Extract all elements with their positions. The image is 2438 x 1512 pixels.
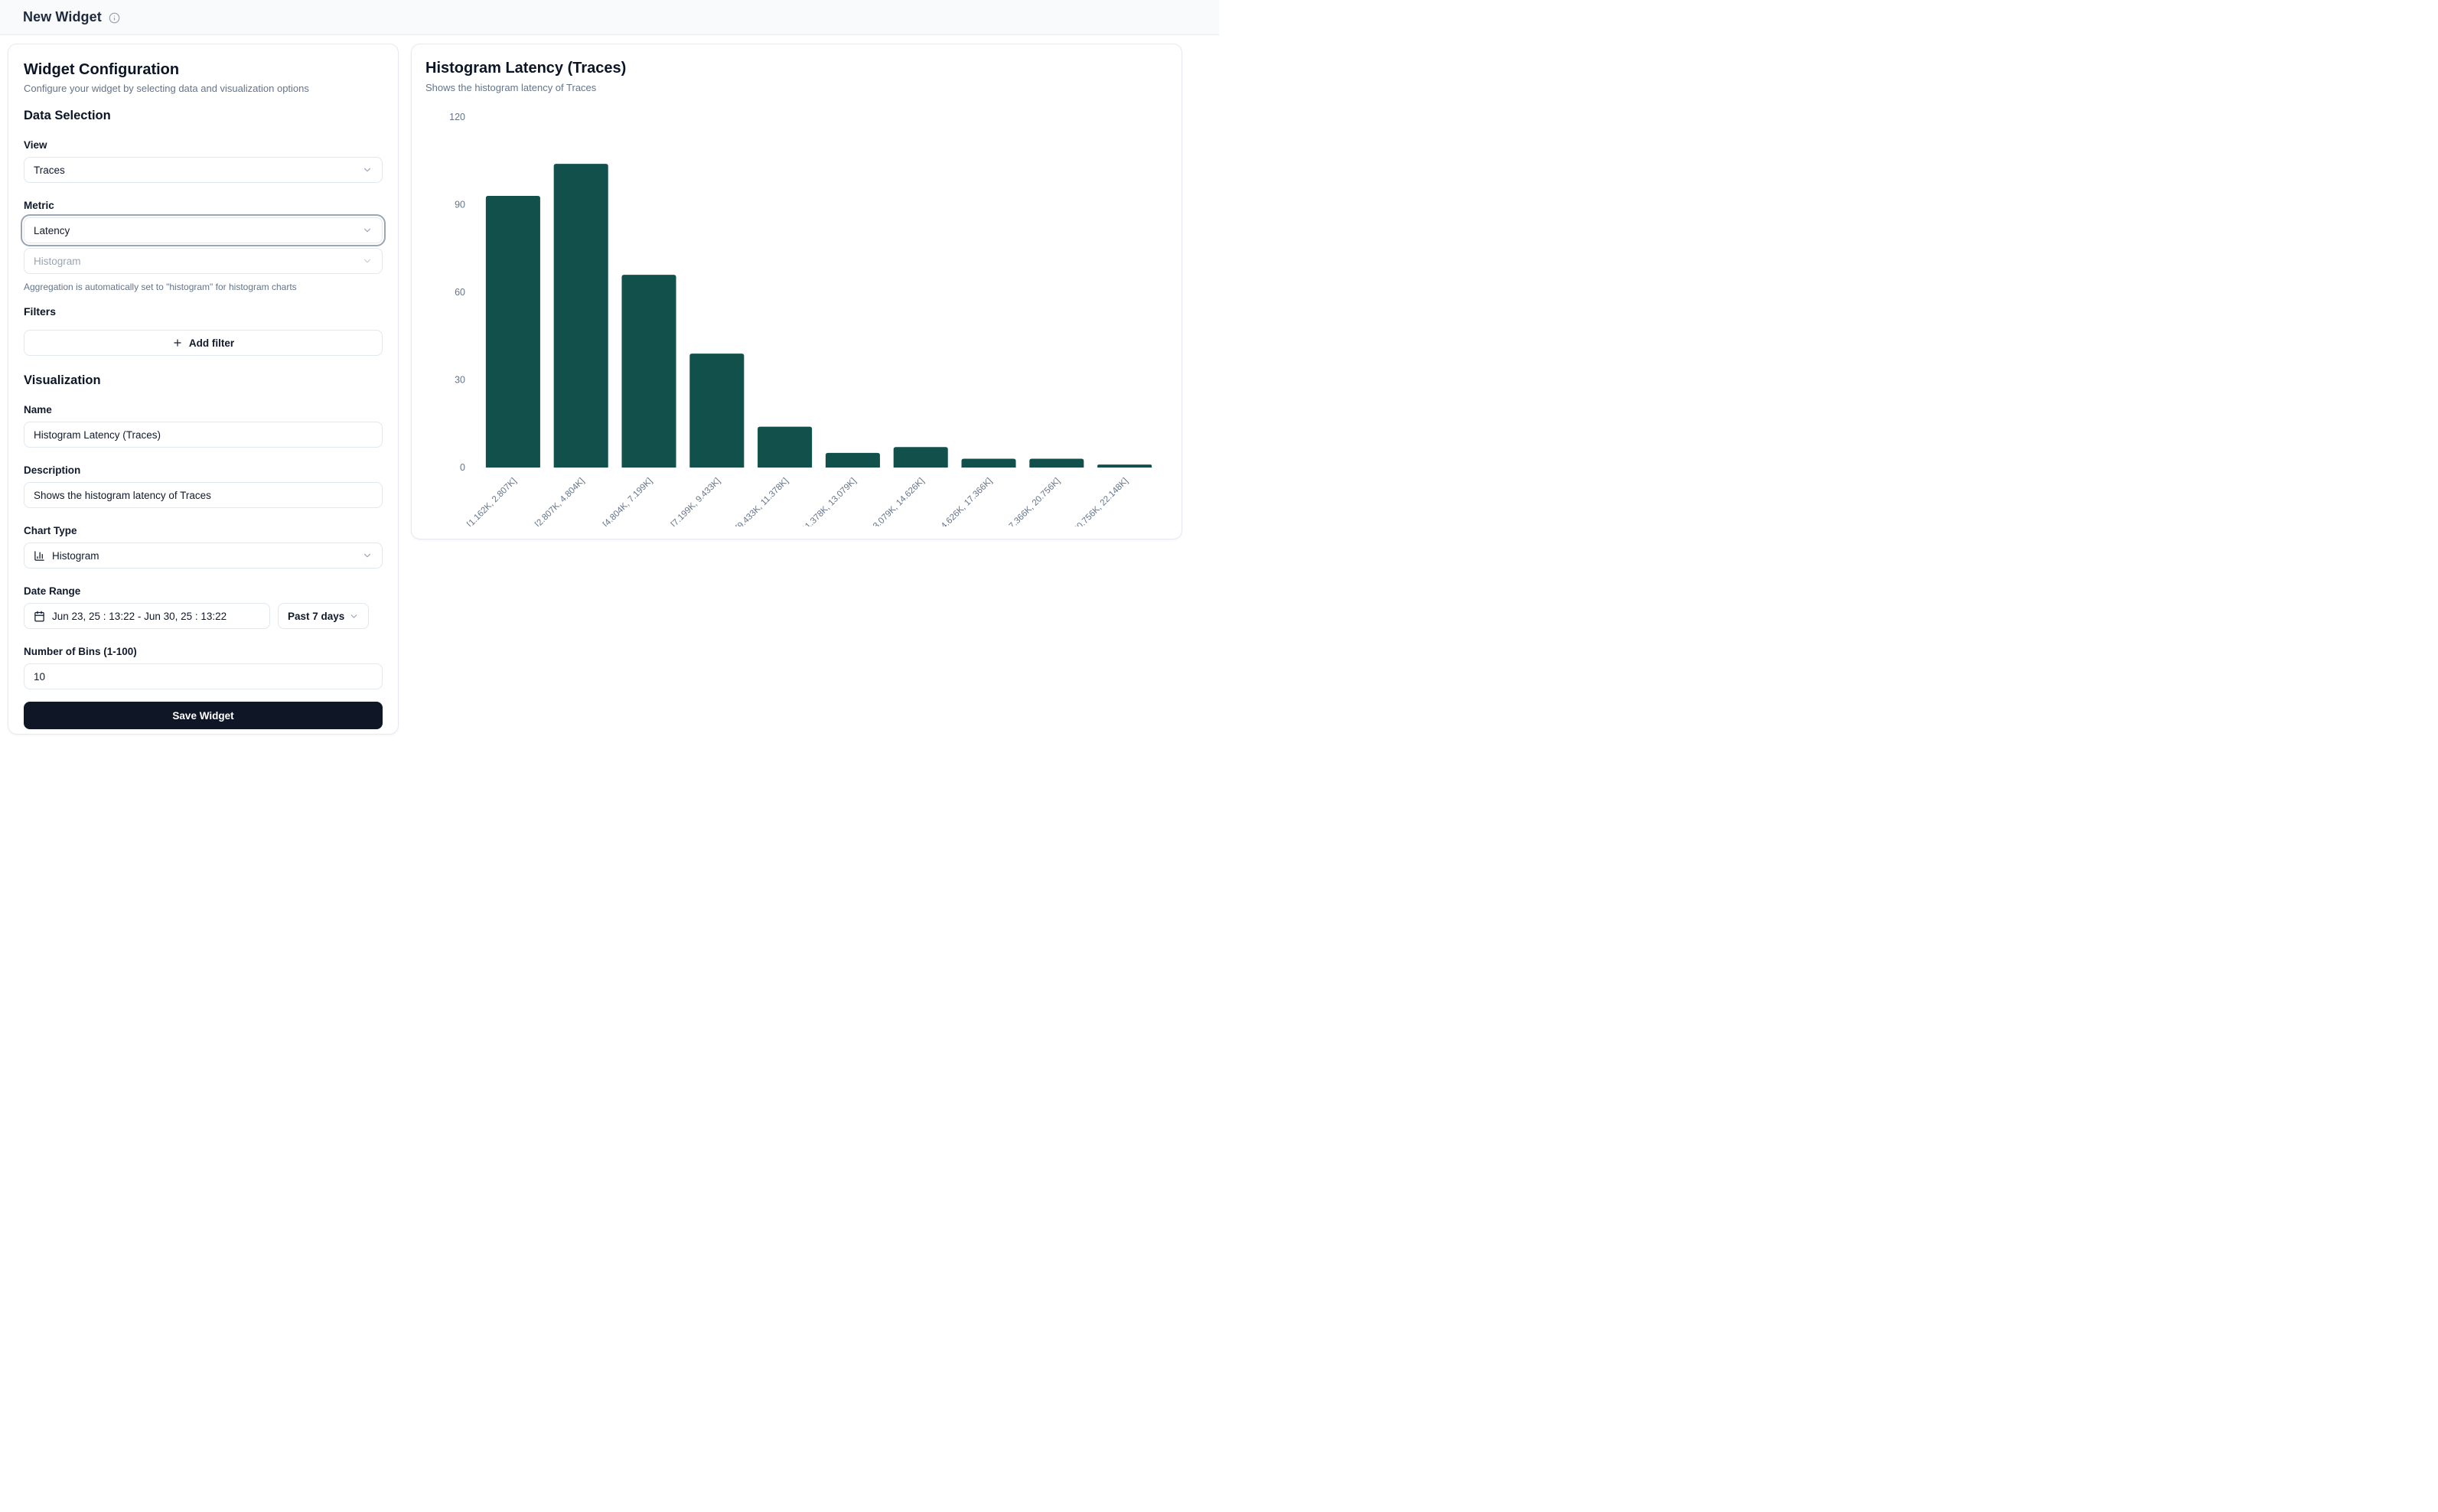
- add-filter-label: Add filter: [188, 337, 235, 349]
- histogram-bar: [893, 447, 948, 468]
- name-input[interactable]: [24, 422, 383, 448]
- info-icon[interactable]: [109, 12, 120, 24]
- description-input[interactable]: [24, 482, 383, 508]
- view-select-value: Traces: [34, 164, 65, 176]
- histogram-bar: [1097, 464, 1152, 468]
- save-widget-button[interactable]: Save Widget: [24, 702, 383, 729]
- x-axis-bin-label: [11.378K, 13.079K]: [799, 477, 859, 526]
- histogram-chart: 0 30 60 90 120 [1.162K, 2.807K] [2.807K, 4.804…: [425, 98, 1169, 526]
- name-label: Name: [24, 404, 52, 415]
- y-axis-tick-label: 0: [460, 462, 465, 473]
- plus-icon: [172, 337, 183, 348]
- chart-type-value: Histogram: [52, 549, 99, 562]
- config-subtitle: Configure your widget by selecting data …: [24, 83, 309, 94]
- visualization-heading: Visualization: [24, 373, 101, 387]
- metric-select[interactable]: Latency: [24, 217, 383, 243]
- histogram-svg: 0 30 60 90 120 [1.162K, 2.807K] [2.807K, 4.804…: [449, 112, 1152, 526]
- x-axis-bin-label: [20.756K, 22.148K]: [1071, 477, 1130, 526]
- preview-subtitle: Shows the histogram latency of Traces: [425, 82, 597, 93]
- aggregation-select-value: Histogram: [34, 255, 81, 267]
- page-header: New Widget: [0, 0, 1219, 35]
- x-axis-bin-label: [4.804K, 7.199K]: [601, 477, 654, 526]
- y-axis-tick-label: 30: [455, 375, 465, 386]
- chart-type-label: Chart Type: [24, 525, 77, 536]
- histogram-bar: [1029, 458, 1084, 468]
- chevron-down-icon: [362, 165, 373, 175]
- histogram-bar: [961, 458, 1016, 468]
- date-preset-button[interactable]: Past 7 days: [278, 603, 370, 629]
- main-content: Widget Configuration Configure your widg…: [0, 35, 1219, 735]
- date-preset-value: Past 7 days: [288, 610, 345, 622]
- x-axis-bin-label: [9.433K, 11.378K]: [735, 477, 790, 526]
- widget-configuration-card: Widget Configuration Configure your widg…: [8, 44, 399, 735]
- histogram-bar: [621, 275, 676, 468]
- histogram-bar: [553, 164, 608, 468]
- metric-select-value: Latency: [34, 224, 70, 236]
- bins-input[interactable]: [24, 663, 383, 689]
- histogram-bar: [825, 452, 880, 468]
- date-range-value: Jun 23, 25 : 13:22 - Jun 30, 25 : 13:22: [52, 610, 227, 622]
- page-title: New Widget: [23, 9, 102, 24]
- calendar-icon: [34, 611, 45, 622]
- filters-heading: Filters: [24, 305, 57, 318]
- y-axis-tick-label: 120: [449, 112, 465, 122]
- add-filter-button[interactable]: Add filter: [24, 330, 383, 356]
- histogram-bar: [485, 196, 540, 468]
- view-field: View Traces: [24, 139, 383, 183]
- description-field-group: Description: [24, 464, 383, 508]
- chart-type-select[interactable]: Histogram: [24, 543, 383, 569]
- data-selection-heading: Data Selection: [24, 109, 111, 122]
- x-axis-bin-label: [17.366K, 20.756K]: [1002, 477, 1062, 526]
- x-axis-bin-label: [2.807K, 4.804K]: [533, 477, 586, 526]
- x-axis-bin-label: [14.626K, 17.366K]: [934, 477, 994, 526]
- date-range-field: Date Range Jun 23, 25 : 13:22 - Jun 30, …: [24, 585, 383, 629]
- preview-title: Histogram Latency (Traces): [425, 60, 627, 77]
- histogram-chart-icon: [34, 550, 45, 562]
- metric-label: Metric: [24, 200, 54, 211]
- histogram-bar: [689, 354, 745, 468]
- widget-preview-card: Histogram Latency (Traces) Shows the his…: [411, 44, 1182, 539]
- x-axis-bin-label: [1.162K, 2.807K]: [465, 477, 518, 526]
- y-axis-tick-label: 90: [455, 200, 465, 210]
- bins-label: Number of Bins (1-100): [24, 646, 137, 657]
- histogram-bar: [758, 426, 813, 468]
- description-label: Description: [24, 464, 81, 476]
- chevron-down-icon: [349, 611, 359, 621]
- view-select[interactable]: Traces: [24, 157, 383, 183]
- aggregation-note: Aggregation is automatically set to "his…: [24, 282, 297, 292]
- chevron-down-icon: [362, 256, 373, 266]
- chart-type-field: Chart Type Histogram: [24, 525, 383, 569]
- metric-field: Metric Latency Histogram Aggregation is …: [24, 200, 383, 292]
- name-field-group: Name: [24, 404, 383, 448]
- view-label: View: [24, 139, 47, 151]
- aggregation-select: Histogram: [24, 248, 383, 274]
- config-title: Widget Configuration: [24, 61, 180, 78]
- x-axis-bin-label: [7.199K, 9.433K]: [670, 477, 722, 526]
- date-range-label: Date Range: [24, 585, 81, 597]
- x-axis-bin-label: [13.079K, 14.626K]: [866, 477, 926, 526]
- chevron-down-icon: [362, 225, 373, 236]
- date-range-button[interactable]: Jun 23, 25 : 13:22 - Jun 30, 25 : 13:22: [24, 603, 270, 629]
- y-axis-tick-label: 60: [455, 287, 465, 298]
- bins-field: Number of Bins (1-100): [24, 646, 383, 689]
- chevron-down-icon: [362, 550, 373, 561]
